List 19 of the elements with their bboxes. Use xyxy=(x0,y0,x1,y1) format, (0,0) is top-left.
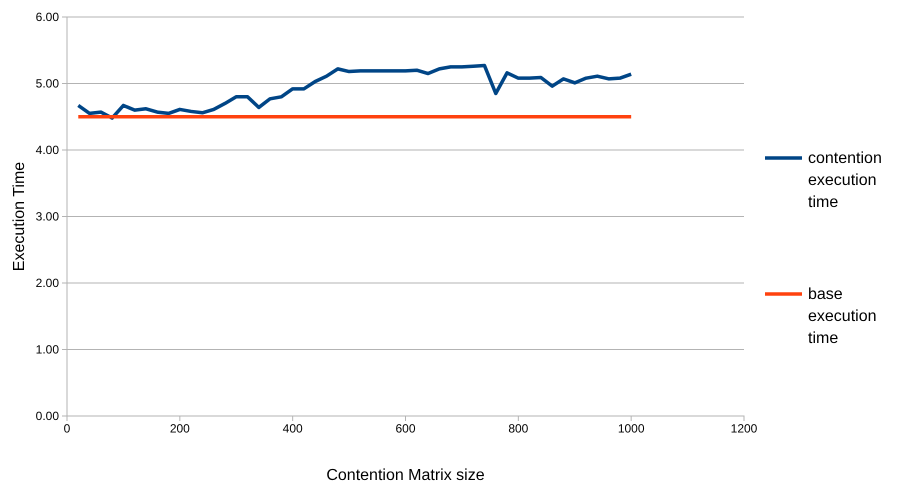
y-tick-label: 4.00 xyxy=(36,142,60,157)
y-tick-label: 6.00 xyxy=(36,10,60,24)
x-tick-label: 400 xyxy=(282,422,303,436)
x-tick-label: 800 xyxy=(508,422,529,436)
x-tick-label: 200 xyxy=(170,422,190,436)
y-tick-label: 2.00 xyxy=(36,276,60,290)
x-tick-label: 0 xyxy=(64,422,71,436)
y-tick-label: 3.00 xyxy=(36,209,60,224)
y-tick-label: 0.00 xyxy=(36,408,60,423)
legend-label: base execution time xyxy=(808,286,876,347)
line-series xyxy=(76,64,633,120)
legend-label: contention execution time xyxy=(808,150,882,211)
y-tick-label: 1.00 xyxy=(36,342,60,356)
y-tick-label: 5.00 xyxy=(36,76,60,90)
x-tick-label: 1200 xyxy=(730,422,758,436)
x-axis-title: Contention Matrix size xyxy=(326,467,485,484)
x-tick-label: 1000 xyxy=(618,422,645,436)
x-tick-label: 600 xyxy=(395,422,416,436)
y-axis-title: Execution Time xyxy=(11,162,28,272)
